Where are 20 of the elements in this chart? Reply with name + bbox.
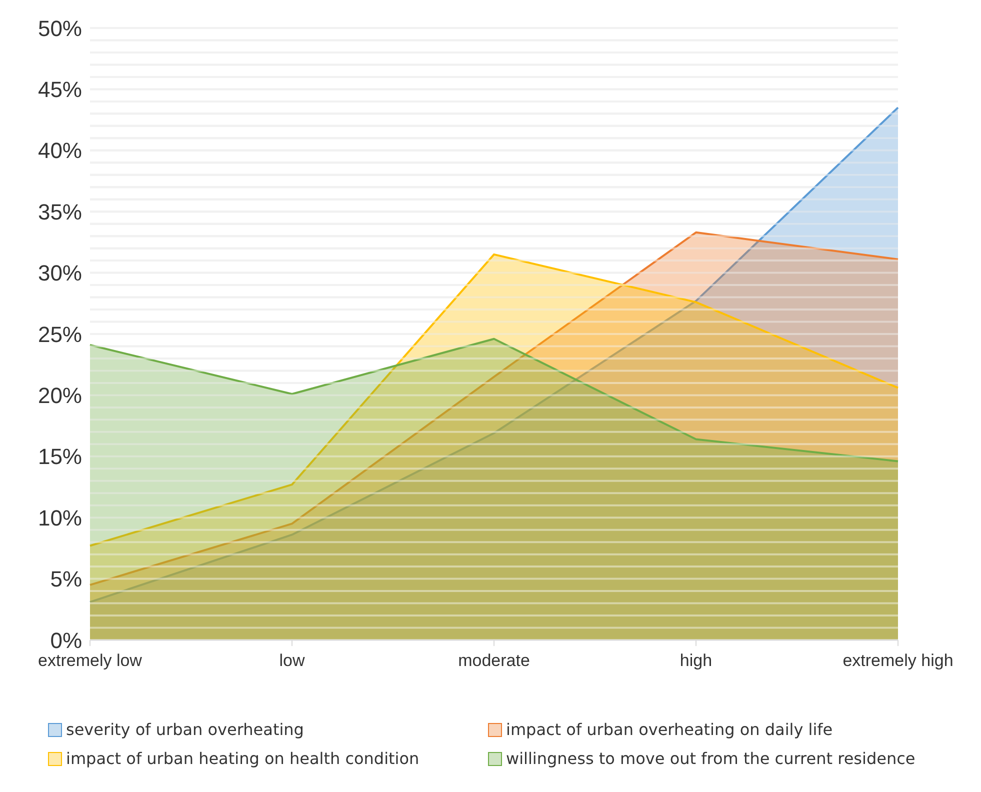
x-tick-label: extremely low — [38, 651, 143, 670]
y-tick-label: 20% — [38, 383, 82, 408]
x-tick-label: high — [680, 651, 712, 670]
y-tick-label: 25% — [38, 322, 82, 347]
y-tick-label: 15% — [38, 444, 82, 470]
y-tick-label: 35% — [38, 199, 82, 224]
y-tick-label: 0% — [50, 628, 82, 653]
y-tick-label: 50% — [38, 16, 82, 41]
x-tick-label: moderate — [458, 651, 530, 670]
y-tick-label: 40% — [38, 138, 82, 164]
y-tick-label: 10% — [38, 505, 82, 530]
legend-label: impact of urban heating on health condition — [66, 749, 420, 768]
y-tick-label: 45% — [38, 77, 82, 102]
legend-label: impact of urban overheating on daily life — [506, 720, 833, 739]
x-tick-label: low — [279, 651, 306, 670]
legend-label: willingness to move out from the current residence — [506, 749, 916, 768]
y-tick-label: 30% — [38, 260, 82, 286]
y-tick-label: 5% — [50, 566, 82, 592]
x-tick-label: extremely high — [842, 651, 954, 670]
legend-label: severity of urban overheating — [66, 720, 304, 739]
